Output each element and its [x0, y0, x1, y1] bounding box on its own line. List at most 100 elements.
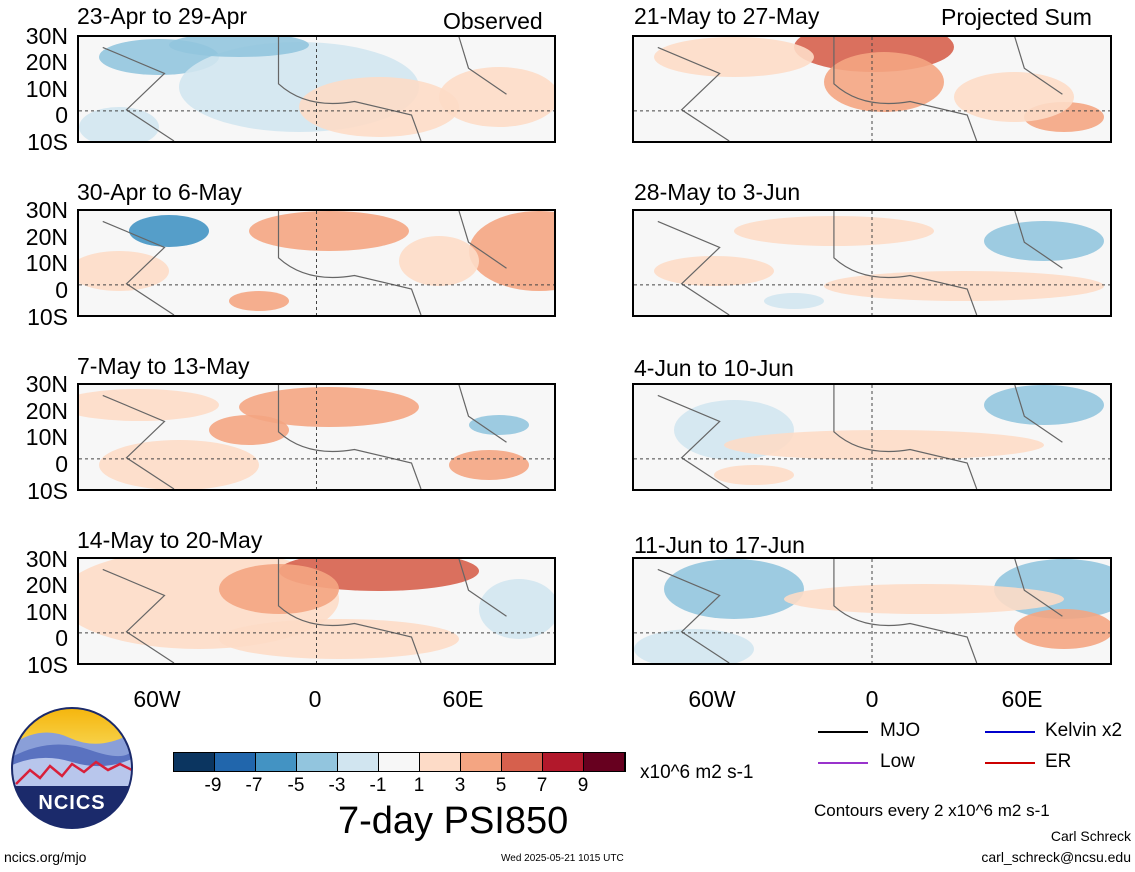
ncics-logo: NCICS: [10, 706, 134, 830]
anomaly-blob: [634, 629, 754, 663]
colorbar-tick-label: -3: [328, 775, 346, 796]
lon-label: 0: [308, 686, 322, 712]
lat-label: 10N: [25, 599, 68, 625]
coastline: [102, 37, 507, 141]
map-field: [79, 385, 554, 489]
colorbar: [173, 752, 626, 772]
anomaly-blob: [824, 271, 1104, 301]
logo-text: NCICS: [38, 792, 105, 814]
map-panel: [632, 383, 1112, 491]
lat-label: 10S: [27, 129, 68, 155]
panel-title: 23-Apr to 29-Apr: [77, 3, 248, 29]
colorbar-tick-label: -7: [245, 775, 263, 796]
anomaly-blob: [954, 72, 1074, 122]
lon-label: 60E: [1001, 686, 1043, 712]
anomaly-blob: [239, 387, 419, 427]
map-field: [79, 37, 554, 141]
map-field: [634, 559, 1110, 663]
panel-title: 14-May to 20-May: [77, 527, 263, 553]
lon-label: 0: [865, 686, 879, 712]
anomaly-blob: [449, 450, 529, 480]
colorbar-swatch: [174, 753, 215, 771]
colorbar-swatch: [338, 753, 379, 771]
anomaly-blob: [439, 67, 554, 127]
coastline: [102, 385, 507, 489]
colorbar-tick-label: 9: [577, 775, 589, 796]
lat-label: 10S: [27, 478, 68, 504]
colorbar-tick-label: -9: [204, 775, 222, 796]
coastline: [657, 385, 1063, 489]
lat-label: 20N: [25, 49, 68, 75]
coastline: [657, 559, 1063, 663]
colorbar-swatch: [256, 753, 297, 771]
anomaly-blob: [1014, 609, 1110, 649]
legend-line-er: [985, 762, 1035, 764]
panel-title: 7-May to 13-May: [77, 353, 250, 379]
anomaly-blob: [984, 221, 1104, 261]
author: Carl Schreck: [1050, 828, 1131, 844]
colorbar-swatch: [379, 753, 420, 771]
anomaly-blob: [169, 37, 309, 57]
lat-label: 0: [55, 451, 68, 477]
panel-title: 28-May to 3-Jun: [634, 179, 801, 205]
map-panel: [632, 35, 1112, 143]
map-panel: [77, 209, 556, 317]
colorbar-tick-label: -5: [287, 775, 305, 796]
anomaly-blob: [469, 211, 554, 291]
colorbar-swatch: [215, 753, 256, 771]
lat-label: 20N: [25, 398, 68, 424]
map-field: [79, 559, 554, 663]
coastline: [657, 37, 1063, 141]
anomaly-blob: [79, 389, 219, 421]
timestamp: Wed 2025-05-21 1015 UTC: [501, 853, 624, 864]
anomaly-blob: [654, 37, 814, 77]
legend-label: ER: [1045, 751, 1072, 772]
legend-label: Kelvin x2: [1045, 720, 1123, 741]
lat-label: 10S: [27, 304, 68, 330]
lat-label: 20N: [25, 572, 68, 598]
anomaly-blob: [219, 619, 459, 659]
anomaly-blob: [984, 385, 1104, 425]
lat-label: 10N: [25, 76, 68, 102]
anomaly-blob: [399, 236, 479, 286]
lat-label: 10N: [25, 250, 68, 276]
map-panel: [632, 557, 1112, 665]
map-field: [634, 37, 1110, 141]
main-title: 7-day PSI850: [338, 800, 569, 842]
lat-label: 30N: [25, 197, 68, 223]
anomaly-blob: [79, 107, 159, 141]
map-panel: [77, 383, 556, 491]
lat-label: 10S: [27, 652, 68, 678]
anomaly-blob: [479, 579, 554, 639]
colorbar-tick-label: -1: [369, 775, 387, 796]
map-field: [634, 385, 1110, 489]
legend-label: Low: [880, 751, 915, 772]
lon-label: 60W: [688, 686, 736, 712]
anomaly-blob: [654, 256, 774, 286]
anomaly-blob: [99, 440, 259, 489]
colorbar-tick-label: 3: [454, 775, 466, 796]
coastline: [102, 559, 507, 663]
colorbar-tick-label: 1: [413, 775, 425, 796]
lat-label: 30N: [25, 546, 68, 572]
legend-line-mjo: [818, 731, 868, 733]
anomaly-blob: [469, 415, 529, 435]
colorbar-tick-label: 7: [536, 775, 548, 796]
lat-label: 30N: [25, 371, 68, 397]
anomaly-blob: [229, 291, 289, 311]
legend-line-kelvin: [985, 731, 1035, 733]
lat-label: 20N: [25, 224, 68, 250]
website-link[interactable]: ncics.org/mjo: [4, 849, 87, 865]
anomaly-blob: [714, 465, 794, 485]
lat-label: 0: [55, 625, 68, 651]
colorbar-swatch: [543, 753, 584, 771]
anomaly-blob: [209, 415, 289, 445]
legend-label: MJO: [880, 720, 921, 741]
colorbar-swatch: [297, 753, 338, 771]
colorbar-units: x10^6 m2 s-1: [640, 762, 754, 783]
colorbar-swatch: [502, 753, 543, 771]
map-panel: [77, 557, 556, 665]
projected-header: Projected Sum: [941, 4, 1092, 30]
author-email[interactable]: carl_schreck@ncsu.edu: [981, 849, 1131, 865]
colorbar-swatch: [461, 753, 502, 771]
